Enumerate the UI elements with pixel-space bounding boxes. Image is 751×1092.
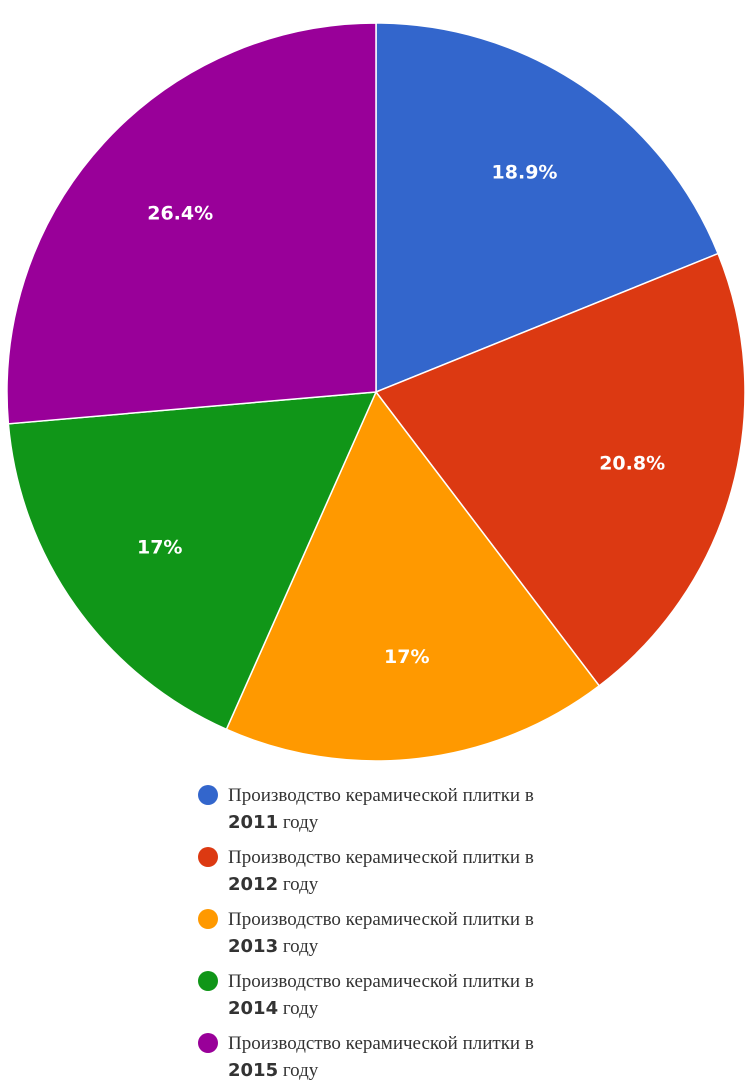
legend-year: 2014 [228, 998, 279, 1019]
legend-swatch [198, 785, 218, 805]
legend-label: Производство керамической плитки в [228, 847, 534, 868]
pie-slice[interactable] [225, 390, 601, 762]
pie-slice[interactable] [374, 252, 746, 687]
legend-suffix: году [278, 1060, 319, 1081]
legend-swatch [198, 847, 218, 867]
legend-label: Производство керамической плитки в [228, 971, 534, 992]
slice-value-label: 17% [137, 536, 182, 558]
legend-suffix: году [278, 998, 319, 1019]
legend-year: 2015 [228, 1060, 279, 1081]
legend-year: 2012 [228, 874, 279, 895]
legend-swatch [198, 1033, 218, 1053]
legend-item[interactable]: Производство керамической плитки в 2012 г… [198, 844, 598, 906]
pie-slice[interactable] [7, 391, 378, 731]
legend-year: 2013 [228, 936, 279, 957]
slice-value-label: 26.4% [147, 202, 213, 224]
slice-value-label: 18.9% [492, 162, 558, 184]
chart-legend: Производство керамической плитки в 2011 г… [198, 782, 598, 1092]
slice-value-label: 20.8% [599, 452, 665, 474]
legend-label: Производство керамической плитки в [228, 1033, 534, 1054]
legend-suffix: году [278, 874, 319, 895]
legend-label: Производство керамической плитки в [228, 785, 534, 806]
legend-year: 2011 [228, 812, 279, 833]
legend-swatch [198, 909, 218, 929]
legend-suffix: году [278, 936, 319, 957]
legend-swatch [198, 971, 218, 991]
pie-slices [6, 22, 746, 762]
legend-item[interactable]: Производство керамической плитки в 2014 г… [198, 968, 598, 1030]
legend-item[interactable]: Производство керамической плитки в 2013 г… [198, 906, 598, 968]
pie-chart: 18.9% 20.8% 17% 17% 26.4% [6, 22, 746, 762]
pie-slice[interactable] [6, 22, 377, 425]
slice-value-label: 17% [384, 646, 429, 668]
legend-item[interactable]: Производство керамической плитки в 2011 г… [198, 782, 598, 844]
legend-suffix: году [278, 812, 319, 833]
pie-slice[interactable] [375, 22, 720, 394]
legend-label: Производство керамической плитки в [228, 909, 534, 930]
legend-item[interactable]: Производство керамической плитки в 2015 г… [198, 1030, 598, 1092]
pie-slice-labels: 18.9% 20.8% 17% 17% 26.4% [137, 162, 665, 668]
